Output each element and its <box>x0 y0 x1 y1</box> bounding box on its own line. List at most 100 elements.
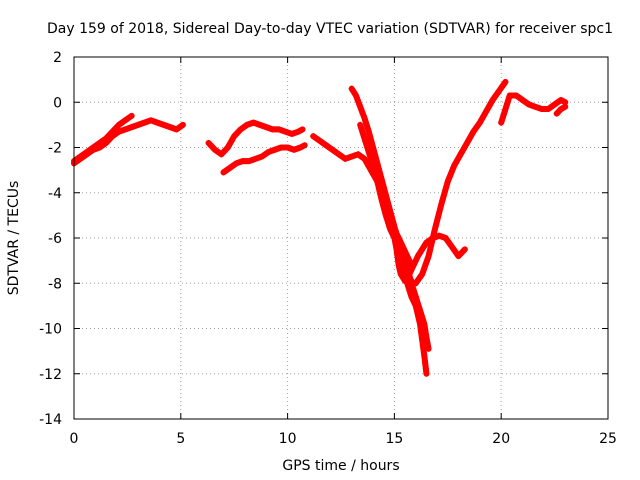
plus-marker <box>402 256 409 263</box>
y-tick-label: -10 <box>39 322 62 338</box>
plus-marker <box>299 143 306 150</box>
plus-marker <box>434 217 441 224</box>
plus-marker <box>400 251 407 258</box>
plus-marker <box>384 204 391 211</box>
x-tick-label: 5 <box>176 431 185 447</box>
plus-marker <box>388 220 395 227</box>
plus-marker <box>385 209 392 216</box>
plus-marker <box>399 248 406 255</box>
plus-marker <box>370 147 377 154</box>
y-axis-label: SDTVAR / TECUs <box>6 181 22 296</box>
x-tick-label: 0 <box>70 431 79 447</box>
plus-marker <box>423 368 430 375</box>
plus-marker <box>412 293 419 300</box>
y-tick-label: -6 <box>48 231 62 247</box>
plus-marker <box>386 211 393 218</box>
plus-marker <box>443 181 450 188</box>
tick-labels: 0 5 10 15 20 25 -14 -12 -10 -8 -6 -4 -2 0 2 <box>39 50 617 447</box>
plus-marker <box>370 144 377 151</box>
plus-marker <box>403 261 410 268</box>
series-track-12 <box>553 103 569 117</box>
plus-marker <box>445 175 452 182</box>
plus-marker <box>431 228 438 235</box>
plus-marker <box>426 247 433 254</box>
plus-marker <box>379 185 386 192</box>
y-tick-label: -8 <box>48 276 62 292</box>
plus-marker <box>357 121 364 128</box>
plus-marker <box>382 198 389 205</box>
plus-marker <box>366 151 373 158</box>
plus-marker <box>499 114 506 121</box>
plus-marker <box>450 165 457 172</box>
y-tick-label: 2 <box>53 50 62 66</box>
plus-marker <box>449 167 456 174</box>
plus-marker <box>371 149 378 156</box>
plus-marker <box>439 195 446 202</box>
axis-ticks <box>73 56 609 420</box>
plus-marker <box>389 222 396 229</box>
plus-marker <box>410 285 417 292</box>
y-tick-label: 0 <box>53 95 62 111</box>
plus-marker <box>363 140 370 147</box>
plus-marker <box>427 244 434 251</box>
x-tick-label: 15 <box>385 431 403 447</box>
plus-marker <box>420 318 427 325</box>
plus-marker <box>437 203 444 210</box>
plus-marker <box>398 243 405 250</box>
plus-marker <box>401 253 408 260</box>
series-track-3 <box>205 119 306 158</box>
plus-marker <box>396 237 403 244</box>
plus-marker <box>417 307 424 314</box>
plus-marker <box>425 343 432 350</box>
plus-marker <box>365 128 372 135</box>
x-tick-label: 20 <box>492 431 510 447</box>
plus-marker <box>416 304 423 311</box>
plus-marker <box>377 177 384 184</box>
plus-marker <box>380 190 387 197</box>
plus-marker <box>364 125 371 132</box>
plus-marker <box>367 133 374 140</box>
plus-marker <box>382 196 389 203</box>
plus-marker <box>442 186 449 193</box>
plus-marker <box>441 189 448 196</box>
plus-marker <box>409 282 416 289</box>
plus-marker <box>560 98 567 105</box>
plus-marker <box>395 235 402 241</box>
plus-marker <box>387 214 394 221</box>
plus-marker <box>364 143 371 150</box>
chart-title: Day 159 of 2018, Sidereal Day-to-day VTE… <box>47 21 613 37</box>
data-series <box>71 78 569 377</box>
plus-marker <box>361 135 368 142</box>
plus-marker <box>365 149 372 156</box>
plus-marker <box>364 146 371 153</box>
series-track-4 <box>220 142 308 176</box>
y-tick-label: -14 <box>39 412 62 428</box>
plus-marker <box>383 201 390 208</box>
plus-marker <box>432 223 439 230</box>
plus-marker <box>438 201 445 208</box>
plus-marker <box>361 115 368 122</box>
plus-marker <box>177 123 184 130</box>
plus-marker <box>500 81 507 88</box>
plus-marker <box>297 127 304 134</box>
plus-marker <box>430 234 437 241</box>
plus-marker <box>426 250 433 257</box>
plus-marker <box>501 108 508 115</box>
plus-marker <box>375 169 382 176</box>
plus-marker <box>369 141 376 148</box>
plus-marker <box>126 114 133 121</box>
plus-marker <box>439 198 446 205</box>
plus-marker <box>460 248 467 255</box>
plus-marker <box>414 299 421 306</box>
plus-marker <box>436 206 443 213</box>
plus-marker <box>428 242 435 249</box>
plus-marker <box>360 132 367 139</box>
plus-marker <box>381 193 388 200</box>
plus-marker <box>362 117 369 124</box>
plus-marker <box>407 277 414 284</box>
plus-marker <box>498 119 505 126</box>
plus-marker <box>377 180 384 187</box>
plus-marker <box>502 106 509 113</box>
y-tick-label: -2 <box>48 141 62 157</box>
